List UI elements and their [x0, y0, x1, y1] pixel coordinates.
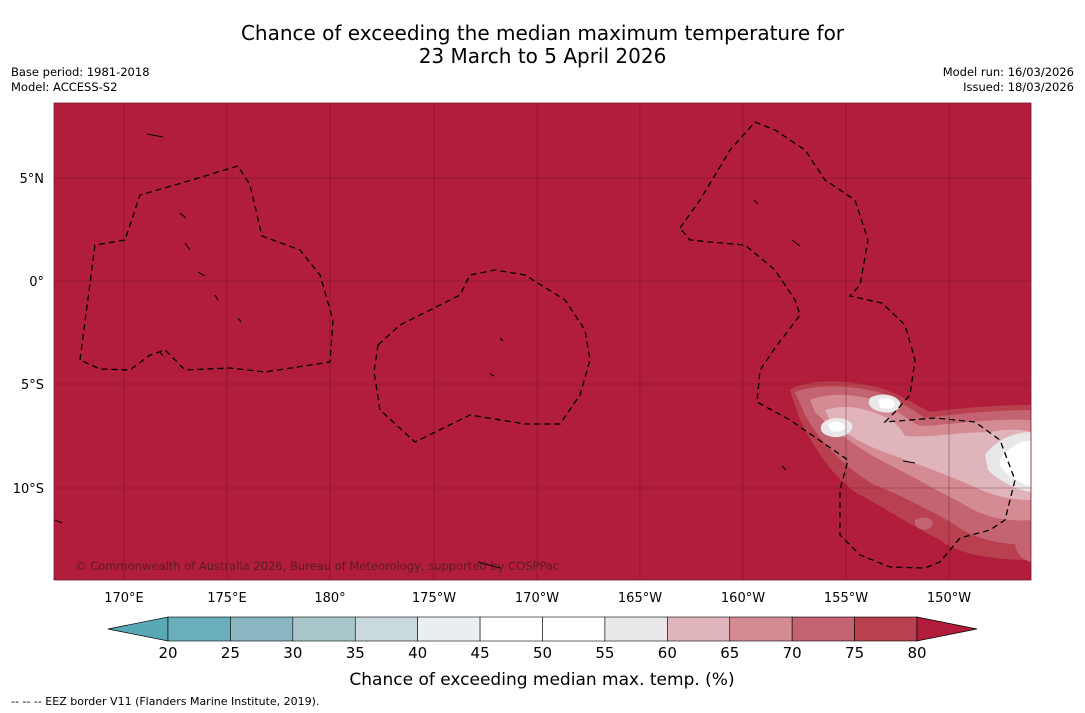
lat-label: 0° [29, 275, 44, 290]
island [54, 519, 63, 524]
colorbar-over-arrow [916, 616, 978, 642]
colorbar-tick-label: 40 [408, 644, 427, 662]
island [477, 561, 501, 569]
island [753, 199, 759, 205]
eez-border-phoenix [373, 269, 591, 443]
colorbar-tick-label: 50 [533, 644, 552, 662]
contour-60 [825, 407, 1031, 500]
colorbar-tick-label: 30 [283, 644, 302, 662]
island [237, 317, 242, 323]
title-line-2: 23 March to 5 April 2026 [418, 44, 667, 68]
meta-right: Model run: 16/03/2026 Issued: 18/03/2026 [943, 65, 1074, 95]
colorbar-swatch [729, 616, 793, 642]
title-line-1: Chance of exceeding the median maximum t… [240, 21, 845, 45]
colorbar-swatch [167, 616, 231, 642]
eez-border-line-islands [679, 121, 1016, 569]
colorbar-under-arrow [107, 616, 169, 642]
colorbar-swatch [230, 616, 294, 642]
lon-label: 170°E [104, 591, 144, 606]
lon-label: 180° [314, 591, 345, 606]
lon-label: 155°W [824, 591, 868, 606]
island [159, 351, 164, 357]
island [499, 337, 504, 342]
island [146, 133, 164, 138]
lon-label: 150°W [927, 591, 971, 606]
colorbar-tick-label: 55 [595, 644, 614, 662]
colorbar-tick-label: 25 [221, 644, 240, 662]
map-area [54, 103, 1031, 580]
lat-label: 10°S [13, 482, 44, 497]
island [184, 242, 191, 251]
issued-date: Issued: 18/03/2026 [963, 80, 1074, 94]
colorbar-tick-label: 45 [471, 644, 490, 662]
eez-footnote: -- -- -- EEZ border V11 (Flanders Marine… [11, 695, 320, 708]
graticule [54, 103, 1031, 580]
colorbar-tick-label: 20 [158, 644, 177, 662]
base-period: Base period: 1981-2018 [11, 65, 150, 79]
colorbar-tick-label: 80 [907, 644, 926, 662]
model-name: Model: ACCESS-S2 [11, 80, 118, 94]
colorbar-swatch [542, 616, 606, 642]
colorbar-tick-label: 70 [783, 644, 802, 662]
contour-50b [878, 397, 895, 409]
contour-50c [828, 421, 845, 432]
axis-labels: 5°N 0° 5°S 10°S 170°E 175°E 180° 175°W 1… [13, 172, 972, 606]
copyright-text: © Commonwealth of Australia 2026, Bureau… [75, 559, 559, 573]
colorbar-swatch [354, 616, 418, 642]
anomaly-contours [790, 381, 1031, 562]
colorbar-tick-label: 60 [658, 644, 677, 662]
colorbar-ticks: 20 25 30 35 40 45 50 55 60 65 70 75 80 [158, 644, 926, 662]
island [197, 271, 206, 277]
contour-50 [1000, 440, 1031, 486]
colorbar-swatches [167, 616, 918, 642]
colorbar-swatch [292, 616, 356, 642]
island [781, 465, 787, 471]
colorbar-swatch [667, 616, 731, 642]
island [179, 212, 187, 219]
contour-spot-2 [1014, 538, 1031, 562]
colorbar-tick-label: 35 [346, 644, 365, 662]
islands [54, 133, 916, 569]
colorbar-tick-label: 65 [720, 644, 739, 662]
lon-label: 175°W [412, 591, 456, 606]
map-frame [53, 102, 1032, 581]
eez-borders [79, 121, 1016, 569]
colorbar: 20 25 30 35 40 45 50 55 60 65 70 75 80 [107, 616, 978, 662]
model-run: Model run: 16/03/2026 [942, 65, 1074, 79]
lat-label: 5°S [21, 378, 44, 393]
island [791, 239, 801, 247]
colorbar-label: Chance of exceeding median max. temp. (%… [349, 670, 734, 690]
lat-label: 5°N [20, 172, 45, 187]
lon-label: 170°W [515, 591, 559, 606]
island [489, 373, 495, 377]
colorbar-swatch [417, 616, 481, 642]
lon-label: 175°E [207, 591, 247, 606]
colorbar-swatch [854, 616, 918, 642]
island [902, 460, 916, 464]
colorbar-swatch [479, 616, 543, 642]
colorbar-swatch [604, 616, 668, 642]
lon-label: 160°W [721, 591, 765, 606]
colorbar-tick-label: 75 [845, 644, 864, 662]
chart-title: Chance of exceeding the median maximum t… [0, 22, 1085, 68]
colorbar-swatch [791, 616, 855, 642]
contour-70-spot [915, 517, 933, 530]
island [214, 294, 219, 301]
meta-left: Base period: 1981-2018 Model: ACCESS-S2 [11, 65, 150, 95]
lon-label: 165°W [618, 591, 662, 606]
